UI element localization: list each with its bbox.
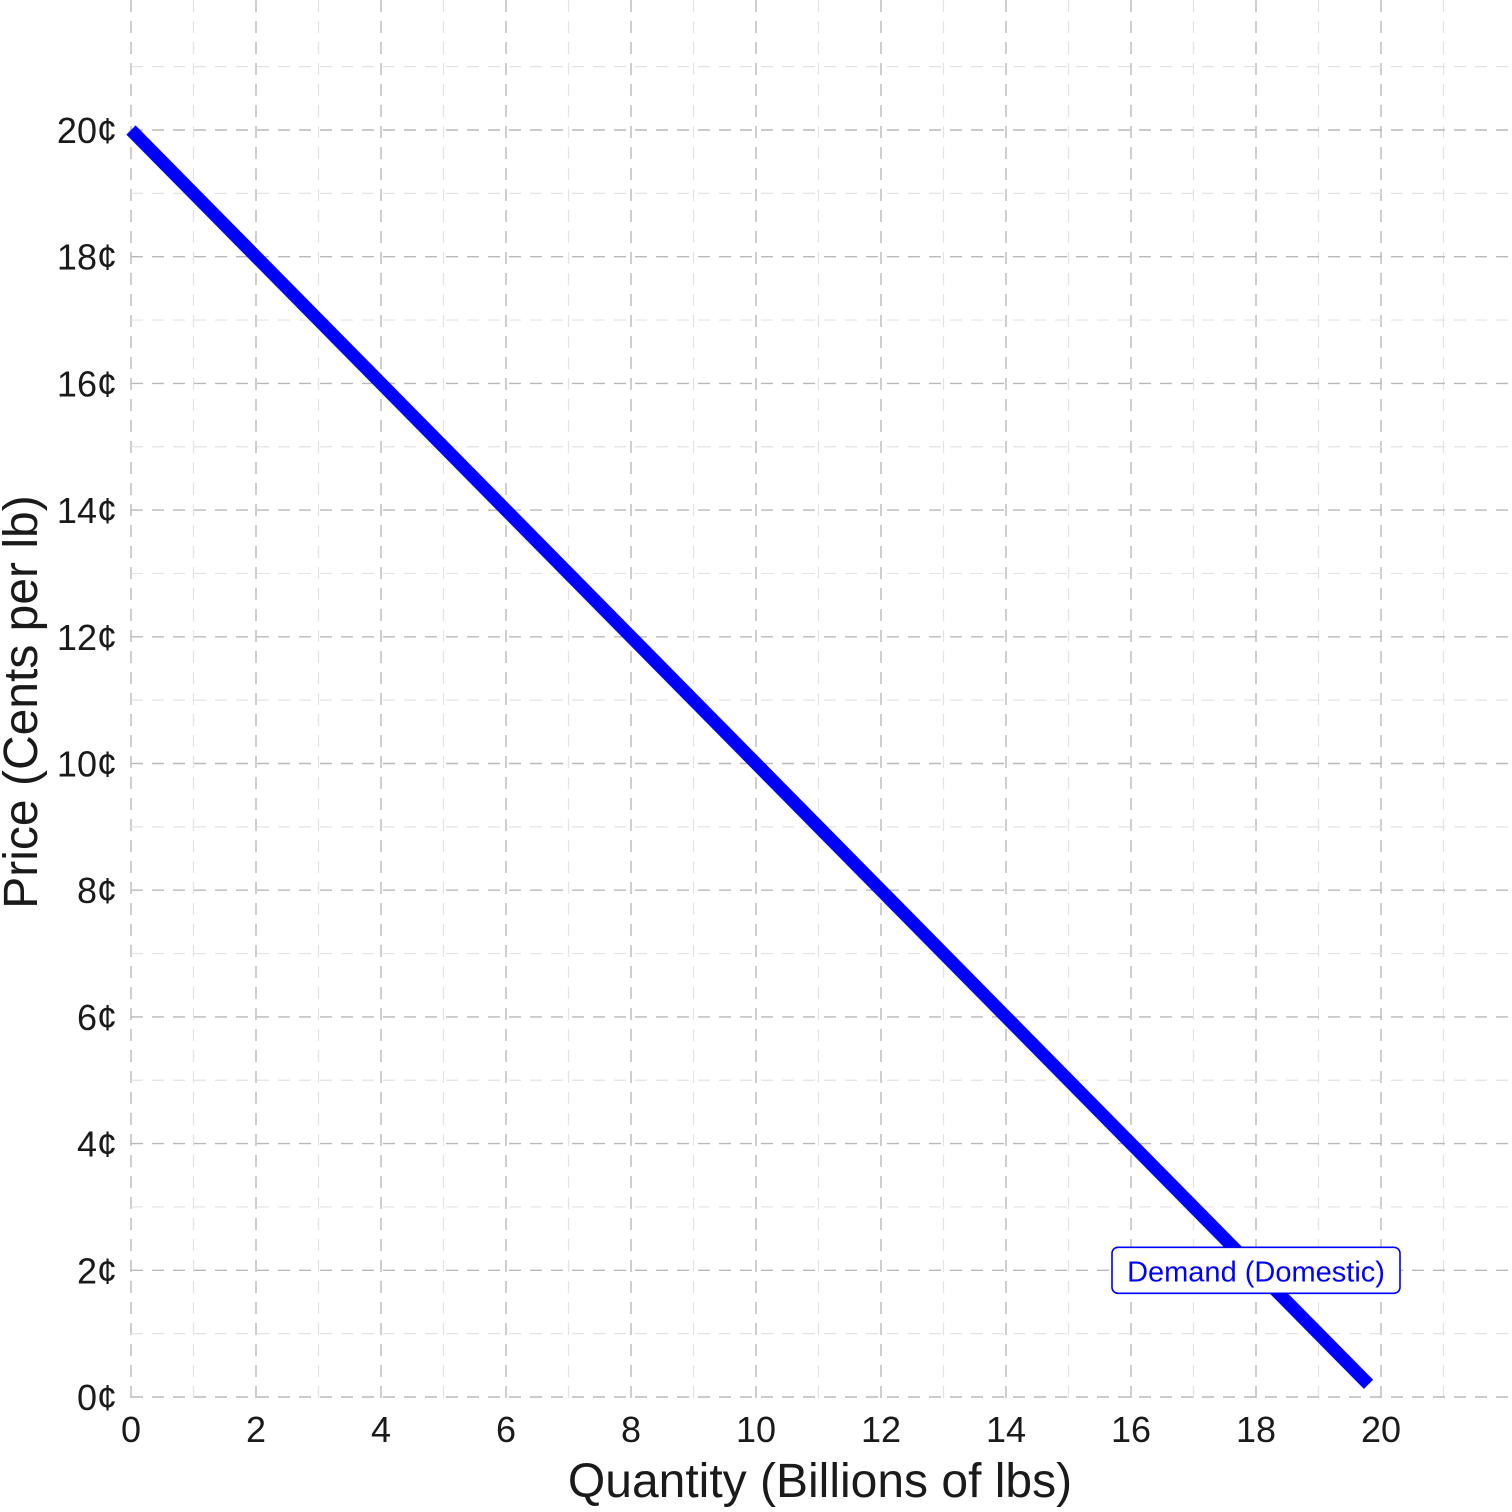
y-tick-label: 20¢ [57,110,117,151]
x-tick-label: 16 [1111,1409,1151,1450]
y-tick-label: 14¢ [57,490,117,531]
y-tick-label: 6¢ [77,997,117,1038]
grid [130,0,1512,1400]
y-tick-label: 18¢ [57,237,117,278]
annotation-box [1111,1246,1401,1295]
y-axis-title: Price (Cents per lb) [0,495,48,908]
x-tick-label: 18 [1236,1409,1276,1450]
y-tick-label: 10¢ [57,744,117,785]
y-tick-label: 4¢ [77,1124,117,1165]
y-tick-label: 12¢ [57,617,117,658]
annotation-label: Demand (Domestic) [1127,1256,1385,1288]
x-axis-title: Quantity (Billions of lbs) [568,1455,1072,1508]
x-tick-label: 20 [1361,1409,1401,1450]
x-tick-label: 8 [621,1409,641,1450]
annotation-demand-domestic: Demand (Domestic) [1111,1246,1401,1295]
x-tick-label: 14 [986,1409,1026,1450]
x-tick-label: 10 [736,1409,776,1450]
tick-labels: 0 2 4 6 8 10 12 14 16 18 20 0¢ 2¢ 4¢ 6¢ 8¢ 10¢ 12¢ 14¢ 16¢ 1… [57,110,1401,1450]
y-tick-label: 0¢ [77,1377,117,1418]
annotation-layer: Demand (Domestic) [1111,1246,1401,1295]
x-tick-label: 0 [121,1409,141,1450]
y-tick-label: 8¢ [77,870,117,911]
y-tick-label: 16¢ [57,363,117,404]
series-layer [126,125,1374,1389]
x-tick-label: 2 [246,1409,266,1450]
series-line-demand-domestic [126,125,1374,1389]
x-tick-label: 12 [861,1409,901,1450]
y-tick-label: 2¢ [77,1250,117,1291]
x-tick-label: 6 [496,1409,516,1450]
x-tick-label: 4 [371,1409,391,1450]
